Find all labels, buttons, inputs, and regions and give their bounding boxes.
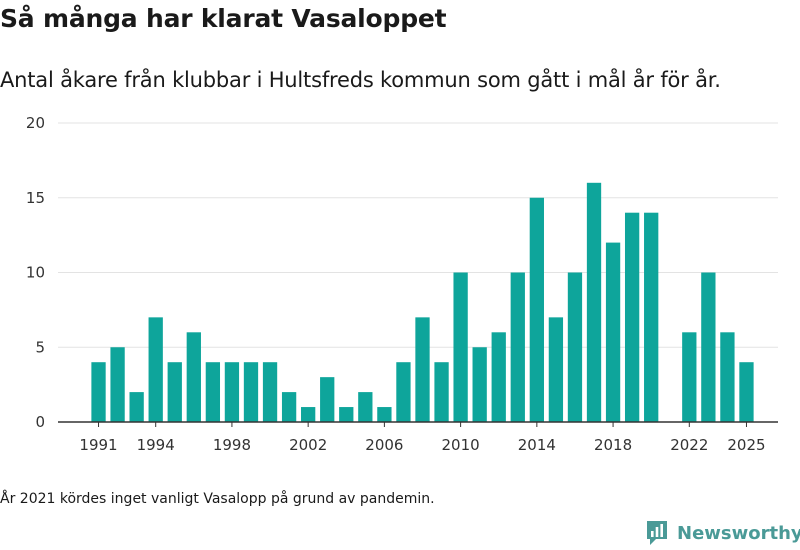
- x-tick-label: 2022: [670, 436, 708, 454]
- newsworthy-logo-icon: [647, 521, 667, 545]
- x-tick-label: 1998: [213, 436, 251, 454]
- bar-2022: [682, 332, 697, 422]
- bar-2013: [510, 272, 525, 422]
- bar-1993: [129, 392, 144, 422]
- x-tick-label: 2014: [518, 436, 556, 454]
- bar-1995: [167, 362, 182, 422]
- brand-logo: Newsworthy: [645, 519, 800, 547]
- bar-2023: [701, 272, 716, 422]
- bar-2017: [586, 182, 602, 422]
- bar-1991: [91, 362, 106, 422]
- bar-2015: [548, 317, 564, 422]
- x-tick-label: 2025: [727, 436, 765, 454]
- bar-2002: [301, 407, 316, 422]
- bar-2005: [358, 392, 373, 422]
- y-tick-label: 5: [35, 338, 45, 356]
- bar-2003: [320, 377, 335, 422]
- footnote: År 2021 kördes inget vanligt Vasalopp på…: [0, 491, 435, 507]
- x-tick-label: 1994: [137, 436, 175, 454]
- bar-2019: [624, 212, 640, 422]
- x-tick-label: 2010: [442, 436, 480, 454]
- chart-title: Så många har klarat Vasaloppet: [0, 4, 447, 33]
- x-tick-label: 2018: [594, 436, 632, 454]
- y-tick-label: 15: [26, 189, 45, 207]
- bar-2025: [739, 362, 754, 422]
- bar-1999: [243, 362, 259, 422]
- bar-2018: [605, 242, 621, 422]
- bar-2008: [415, 317, 430, 422]
- x-tick-label: 2006: [365, 436, 403, 454]
- bar-2011: [472, 347, 487, 422]
- bar-1996: [186, 332, 201, 422]
- chart-subtitle: Antal åkare från klubbar i Hultsfreds ko…: [0, 68, 721, 92]
- y-tick-label: 0: [35, 413, 45, 431]
- bar-2024: [720, 332, 735, 422]
- bar-chart: 0 5 10 15 20 1991 1994 1998 2002 2006 2010 2014 2018…: [26, 114, 778, 454]
- bar-2010: [453, 272, 468, 422]
- bar-1998: [224, 362, 240, 422]
- brand-name: Newsworthy: [677, 522, 800, 544]
- bar-2006: [377, 407, 392, 422]
- bar-2009: [434, 362, 449, 422]
- bar-2016: [567, 272, 583, 422]
- bar-1992: [110, 347, 125, 422]
- bar-2000: [262, 362, 278, 422]
- bar-2004: [339, 407, 354, 422]
- bar-1997: [205, 362, 221, 422]
- bar-1994: [148, 317, 163, 422]
- bar-2020: [644, 212, 659, 422]
- bar-2014: [529, 197, 544, 422]
- bar-2007: [396, 362, 411, 422]
- bar-2001: [281, 392, 297, 422]
- x-tick-label: 1991: [79, 436, 117, 454]
- y-tick-label: 10: [26, 264, 45, 282]
- bar-2012: [491, 332, 506, 422]
- y-tick-label: 20: [26, 114, 45, 132]
- x-tick-label: 2002: [289, 436, 327, 454]
